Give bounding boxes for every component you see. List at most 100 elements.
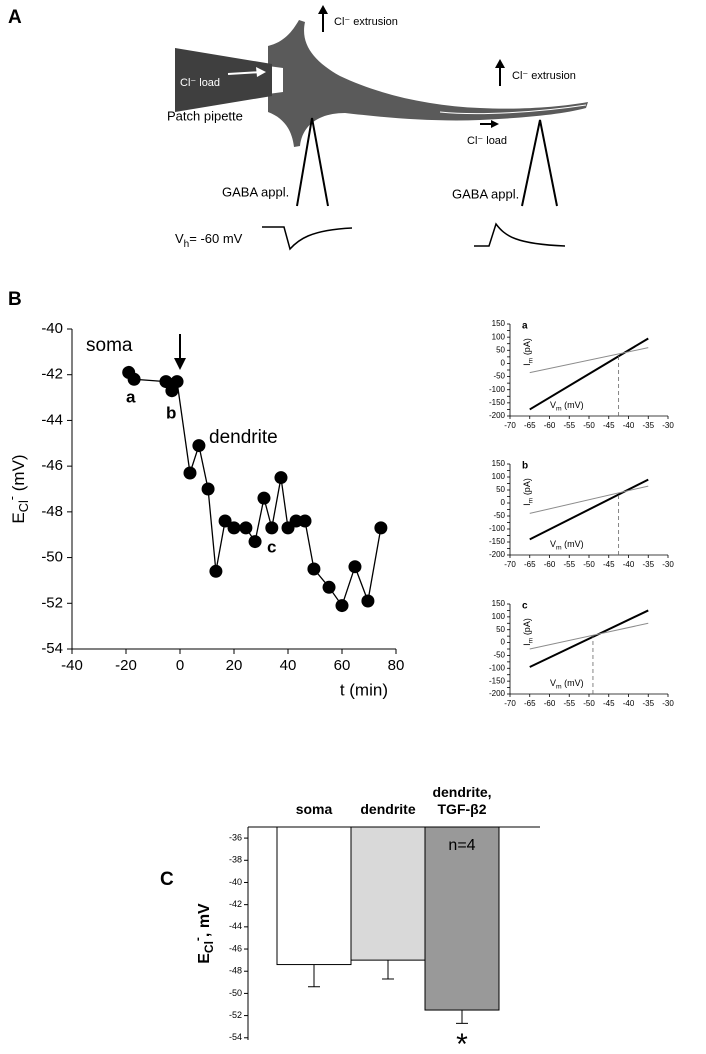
- y-tick-label: -50: [41, 549, 63, 566]
- x-tick-label: -60: [544, 560, 556, 569]
- data-point: [335, 599, 349, 613]
- label-part: V: [175, 231, 184, 246]
- y-tick-label: -150: [489, 676, 506, 685]
- label-part: h: [184, 239, 190, 250]
- y-tick-label: -50: [229, 988, 242, 998]
- data-point: [322, 580, 336, 594]
- x-tick-label: -60: [544, 421, 556, 430]
- y-tick-label: -42: [229, 899, 242, 909]
- x-tick-label: -30: [662, 560, 674, 569]
- holding-potential: Vh= -60 mV: [175, 231, 243, 249]
- x-tick-label: -30: [662, 699, 674, 708]
- iv-curve: [529, 337, 649, 411]
- bar: [276, 826, 352, 966]
- label-part: -: [5, 496, 20, 500]
- y-tick-label: 50: [496, 485, 505, 494]
- y-tick-label: -48: [41, 503, 63, 520]
- label-part: (mV): [562, 678, 584, 688]
- diagram-label: Cl⁻ extrusion: [334, 16, 398, 28]
- y-tick-label: -48: [229, 966, 242, 976]
- y-tick-label: -42: [41, 366, 63, 383]
- panel-label: A: [8, 7, 22, 28]
- x-tick-label: -70: [504, 560, 516, 569]
- axis-label: Vm (mV): [550, 400, 584, 412]
- category-label: dendrite, TGF-β2: [432, 784, 492, 817]
- data-point: [170, 375, 184, 389]
- gaba-pipette: [296, 117, 329, 207]
- label-part: m: [556, 544, 562, 551]
- annotation: dendrite: [209, 427, 278, 448]
- axis-label: Im (pA): [522, 338, 534, 366]
- x-tick-label: -35: [642, 560, 654, 569]
- x-tick-label: -50: [583, 699, 595, 708]
- x-tick-label: -40: [623, 421, 635, 430]
- diagram-label: Cl⁻ load: [467, 135, 507, 147]
- y-tick-label: -200: [489, 411, 506, 420]
- data-point: [192, 439, 206, 453]
- pipette: [175, 48, 272, 112]
- label-part: V: [550, 678, 556, 688]
- panel-label: C: [160, 869, 174, 890]
- data-point: [248, 535, 262, 549]
- iv-curve: [529, 485, 649, 514]
- x-tick-label: -50: [583, 560, 595, 569]
- x-tick-label: -45: [603, 560, 615, 569]
- x-tick-label: -60: [544, 699, 556, 708]
- x-tick-label: -40: [623, 699, 635, 708]
- data-point: [218, 514, 232, 528]
- x-tick-label: -65: [524, 421, 536, 430]
- x-tick-label: -55: [563, 421, 575, 430]
- x-tick-label: -55: [563, 560, 575, 569]
- data-point: [298, 514, 312, 528]
- axis-label: Im (pA): [522, 478, 534, 506]
- panel-sublabel: b: [522, 461, 528, 472]
- data-point: [307, 562, 321, 576]
- label-part: I: [522, 643, 532, 646]
- data-point: [265, 521, 279, 535]
- y-tick-label: 50: [496, 345, 505, 354]
- y-tick-label: -44: [229, 921, 242, 931]
- label-part: E: [9, 512, 28, 523]
- label-part: (mV): [562, 539, 584, 549]
- x-tick-label: -45: [603, 421, 615, 430]
- neuron: [268, 20, 588, 147]
- data-point: [183, 466, 197, 480]
- data-point: [374, 521, 388, 535]
- iv-curve: [529, 347, 649, 374]
- y-tick-label: 0: [501, 359, 506, 368]
- y-tick-label: -52: [41, 594, 63, 611]
- annotation: a: [126, 387, 136, 406]
- label-part: m: [527, 497, 534, 503]
- label-part: (mV): [562, 400, 584, 410]
- label-part: , mV: [196, 903, 213, 937]
- y-tick-label: 0: [501, 638, 506, 647]
- arrow-head: [174, 358, 186, 370]
- axis-label: ECl- (mV): [5, 454, 32, 523]
- dendrite-highlight: [439, 104, 587, 115]
- x-tick-label: 0: [176, 657, 184, 674]
- neuron-diagram: [175, 5, 588, 251]
- x-tick-label: -65: [524, 699, 536, 708]
- bar: [350, 826, 426, 961]
- y-tick-label: -52: [229, 1010, 242, 1020]
- diagram-label: GABA appl.: [452, 186, 519, 201]
- axis-label: Vm (mV): [550, 678, 584, 690]
- bar: [424, 826, 500, 1011]
- label-part: Cl: [16, 500, 31, 512]
- x-tick-label: -35: [642, 421, 654, 430]
- diagram-label: GABA appl.: [222, 184, 289, 199]
- y-tick-label: -38: [229, 855, 242, 865]
- current-trace: [262, 226, 353, 251]
- label-part: = -60 mV: [189, 231, 242, 246]
- x-tick-label: -65: [524, 560, 536, 569]
- y-tick-label: -100: [489, 385, 506, 394]
- label-part: (pA): [522, 338, 532, 358]
- label-part: m: [527, 637, 534, 643]
- x-tick-label: -50: [583, 421, 595, 430]
- label-part: I: [522, 363, 532, 366]
- y-tick-label: -150: [489, 398, 506, 407]
- y-tick-label: 50: [496, 625, 505, 634]
- x-tick-label: 60: [334, 657, 351, 674]
- x-tick-label: -20: [115, 657, 137, 674]
- panel-sublabel: a: [522, 321, 528, 332]
